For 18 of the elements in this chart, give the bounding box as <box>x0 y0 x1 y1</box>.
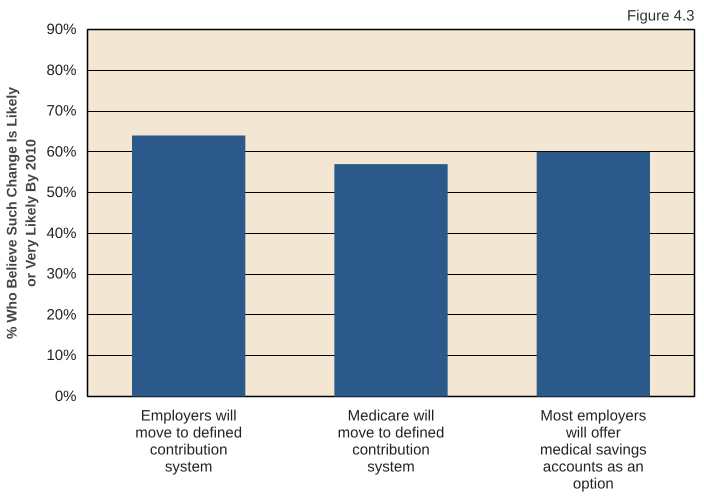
x-tick-label: Medicare will move to defined contribution system <box>338 408 444 476</box>
bar <box>334 164 448 396</box>
bar <box>536 152 650 396</box>
y-tick-label: 0% <box>54 388 77 405</box>
y-tick-label: 40% <box>46 224 77 242</box>
caption: Figure 4.3 <box>626 8 695 24</box>
y-tick-label: 30% <box>46 266 77 283</box>
bar <box>132 136 246 396</box>
y-tick-label: 10% <box>46 347 77 364</box>
y-tick-label: 90% <box>46 21 77 38</box>
y-tick-label: 50% <box>46 184 77 202</box>
x-tick-label: Most employers will offer medical savings accounts as an option <box>540 408 647 492</box>
y-tick-label: 20% <box>46 306 77 324</box>
x-tick-label: Employers will move to defined contribution system <box>135 408 242 476</box>
y-tick-label: 60% <box>46 143 77 160</box>
y-tick-label: 80% <box>46 62 77 79</box>
y-tick-label: 70% <box>46 102 77 120</box>
y-axis-title: % Who Believe Such Change Is Likely or Very Likely By 2010 <box>3 86 38 340</box>
